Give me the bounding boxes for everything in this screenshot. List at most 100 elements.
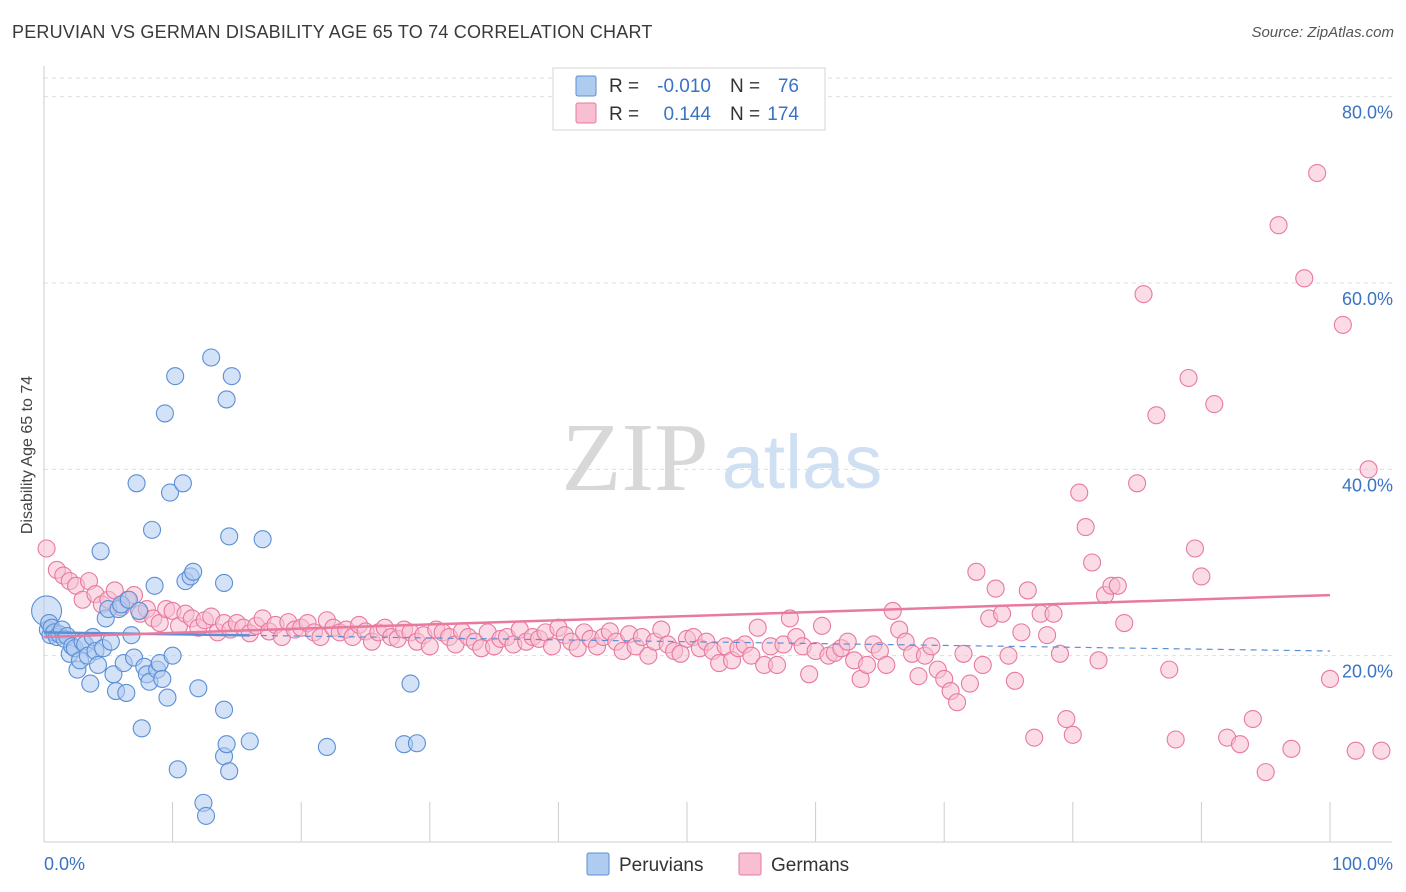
point-germans xyxy=(1179,368,1198,388)
point-germans xyxy=(1333,315,1352,334)
point-peruvians xyxy=(132,719,151,738)
legend-r-label: R = xyxy=(609,104,639,125)
point-germans xyxy=(652,620,671,639)
point-germans xyxy=(742,646,761,665)
watermark: ZIP atlas xyxy=(562,404,883,512)
point-germans xyxy=(812,616,832,635)
data-points xyxy=(31,163,1391,825)
point-germans xyxy=(1044,604,1063,623)
point-germans xyxy=(922,637,941,656)
point-germans xyxy=(1050,644,1069,663)
point-germans xyxy=(1076,518,1095,537)
legend-n-value: 174 xyxy=(767,104,799,125)
point-peruvians xyxy=(130,601,149,620)
point-germans xyxy=(1134,285,1153,304)
point-peruvians xyxy=(91,542,110,561)
point-germans xyxy=(568,639,587,658)
point-germans xyxy=(883,601,902,620)
series-legend-swatch-germans xyxy=(738,852,762,876)
point-peruvians xyxy=(127,474,146,493)
point-peruvians xyxy=(153,669,172,689)
point-germans xyxy=(1147,406,1166,425)
watermark-atlas: atlas xyxy=(722,420,883,505)
watermark-zip: ZIP xyxy=(562,404,709,512)
point-germans xyxy=(37,539,56,558)
y-axis-label: Disability Age 65 to 74 xyxy=(19,376,36,534)
point-germans xyxy=(767,655,787,675)
point-germans xyxy=(1205,395,1224,414)
point-peruvians xyxy=(81,674,100,693)
point-germans xyxy=(1018,581,1037,600)
point-peruvians xyxy=(158,688,177,707)
legend-r-label: R = xyxy=(609,76,639,97)
grid-lines xyxy=(44,77,1392,657)
point-germans xyxy=(973,655,992,675)
point-peruvians xyxy=(168,760,187,779)
trend-line-peruvians-extension xyxy=(249,634,1331,652)
point-peruvians xyxy=(220,762,239,781)
point-peruvians xyxy=(220,527,239,546)
point-germans xyxy=(986,579,1005,598)
legend-n-label: N = xyxy=(730,76,760,97)
point-peruvians xyxy=(189,679,208,698)
point-germans xyxy=(1063,725,1082,744)
point-germans xyxy=(954,644,973,663)
source-label: Source: ZipAtlas.com xyxy=(1251,24,1394,41)
point-germans xyxy=(671,644,690,663)
y-tick-label: 20.0% xyxy=(1342,662,1393,682)
point-germans xyxy=(1243,709,1262,729)
tick-labels: 20.0% 40.0% 60.0% 80.0% 0.0% 100.0% xyxy=(44,103,1393,874)
point-peruvians xyxy=(217,735,236,754)
point-peruvians xyxy=(407,734,426,753)
point-germans xyxy=(1025,728,1044,747)
point-peruvians xyxy=(317,737,336,757)
point-peruvians xyxy=(155,404,174,423)
series-legend-swatch-peruvians xyxy=(586,852,610,876)
point-germans xyxy=(857,655,877,675)
point-peruvians xyxy=(160,483,180,502)
legend-swatch-germans xyxy=(575,102,597,124)
axes xyxy=(43,66,1392,843)
series-legend: Peruvians Germans xyxy=(586,852,849,876)
point-germans xyxy=(1089,651,1108,670)
point-peruvians xyxy=(119,590,138,609)
point-peruvians xyxy=(163,646,182,665)
point-germans xyxy=(1115,613,1134,633)
point-peruvians xyxy=(117,683,136,702)
point-peruvians xyxy=(217,390,236,409)
point-peruvians xyxy=(214,700,234,719)
point-peruvians xyxy=(253,530,272,549)
correlation-legend: R = -0.010 N = 76 R = 0.144 N = 174 xyxy=(552,67,826,131)
legend-n-value: 76 xyxy=(778,76,799,97)
point-germans xyxy=(1057,709,1076,729)
point-germans xyxy=(1128,474,1147,493)
point-germans xyxy=(1108,576,1127,595)
point-peruvians xyxy=(166,367,185,386)
point-germans xyxy=(1346,741,1365,760)
y-tick-label: 40.0% xyxy=(1342,475,1393,495)
point-germans xyxy=(420,637,439,656)
point-germans xyxy=(909,667,928,686)
point-germans xyxy=(780,609,799,628)
point-peruvians xyxy=(184,562,203,581)
point-germans xyxy=(838,632,857,651)
y-tick-label: 80.0% xyxy=(1342,103,1393,123)
point-germans xyxy=(967,562,986,581)
point-germans xyxy=(1295,269,1314,288)
legend-n-label: N = xyxy=(730,104,760,125)
point-germans xyxy=(1160,660,1179,679)
point-peruvians xyxy=(88,655,108,675)
point-peruvians xyxy=(214,573,234,593)
y-tick-label: 60.0% xyxy=(1342,289,1393,309)
point-germans xyxy=(1192,567,1211,586)
point-germans xyxy=(1083,553,1102,572)
point-germans xyxy=(1185,539,1205,558)
point-germans xyxy=(877,655,896,675)
legend-r-value: 0.144 xyxy=(663,104,711,125)
point-germans xyxy=(1038,626,1057,645)
point-peruvians xyxy=(145,576,164,595)
point-germans xyxy=(1282,739,1301,758)
point-germans xyxy=(1308,163,1327,183)
point-germans xyxy=(1005,671,1024,690)
series-legend-label-germans: Germans xyxy=(771,855,849,876)
